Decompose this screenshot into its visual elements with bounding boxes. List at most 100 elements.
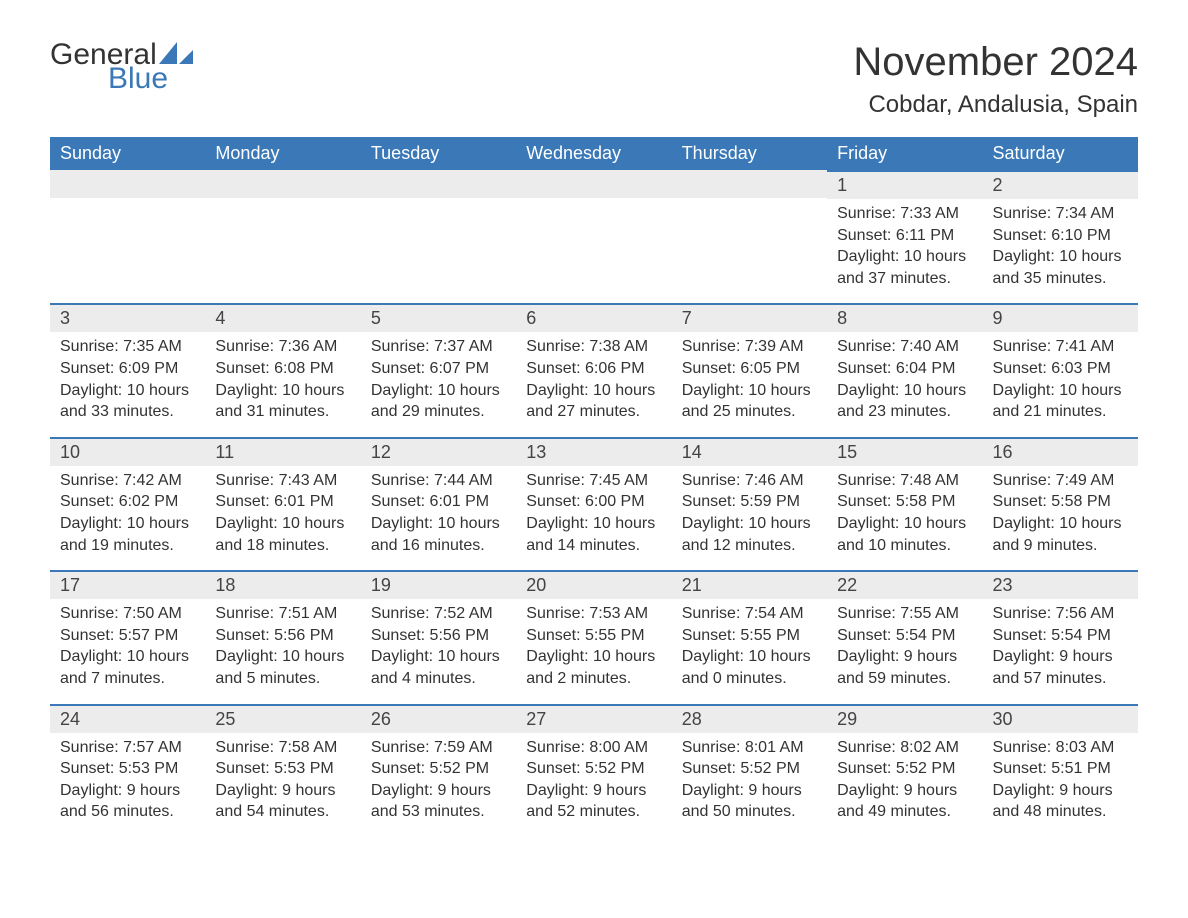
day-detail: Sunrise: 7:35 AMSunset: 6:09 PMDaylight:…	[50, 332, 205, 422]
detail-line: Daylight: 10 hours	[993, 513, 1128, 535]
detail-line: and 53 minutes.	[371, 801, 506, 823]
detail-line: and 25 minutes.	[682, 401, 817, 423]
detail-line: Daylight: 9 hours	[837, 646, 972, 668]
day-cell: 12Sunrise: 7:44 AMSunset: 6:01 PMDayligh…	[361, 437, 516, 570]
detail-line: Daylight: 10 hours	[682, 513, 817, 535]
detail-line: Sunrise: 7:46 AM	[682, 470, 817, 492]
empty-cell	[672, 170, 827, 303]
week-row: 1Sunrise: 7:33 AMSunset: 6:11 PMDaylight…	[50, 170, 1138, 303]
dayheader: Wednesday	[516, 137, 671, 170]
day-detail: Sunrise: 8:00 AMSunset: 5:52 PMDaylight:…	[516, 733, 671, 823]
detail-line: Daylight: 10 hours	[60, 646, 195, 668]
week-row: 24Sunrise: 7:57 AMSunset: 5:53 PMDayligh…	[50, 704, 1138, 837]
daynum: 12	[361, 437, 516, 466]
detail-line: Sunset: 6:05 PM	[682, 358, 817, 380]
daynum: 16	[983, 437, 1138, 466]
day-detail: Sunrise: 7:53 AMSunset: 5:55 PMDaylight:…	[516, 599, 671, 689]
detail-line: Sunset: 5:55 PM	[526, 625, 661, 647]
day-cell: 8Sunrise: 7:40 AMSunset: 6:04 PMDaylight…	[827, 303, 982, 436]
daynum: 4	[205, 303, 360, 332]
day-detail: Sunrise: 7:58 AMSunset: 5:53 PMDaylight:…	[205, 733, 360, 823]
detail-line: Sunset: 5:56 PM	[215, 625, 350, 647]
title-block: November 2024 Cobdar, Andalusia, Spain	[853, 40, 1138, 119]
day-cell: 18Sunrise: 7:51 AMSunset: 5:56 PMDayligh…	[205, 570, 360, 703]
daynum: 23	[983, 570, 1138, 599]
detail-line: Daylight: 10 hours	[682, 380, 817, 402]
detail-line: and 12 minutes.	[682, 535, 817, 557]
detail-line: and 49 minutes.	[837, 801, 972, 823]
detail-line: Sunset: 6:00 PM	[526, 491, 661, 513]
daynum: 14	[672, 437, 827, 466]
detail-line: Daylight: 10 hours	[215, 380, 350, 402]
dayheader: Saturday	[983, 137, 1138, 170]
detail-line: Sunset: 5:51 PM	[993, 758, 1128, 780]
day-detail: Sunrise: 8:02 AMSunset: 5:52 PMDaylight:…	[827, 733, 982, 823]
detail-line: and 14 minutes.	[526, 535, 661, 557]
week-row: 3Sunrise: 7:35 AMSunset: 6:09 PMDaylight…	[50, 303, 1138, 436]
daynum: 10	[50, 437, 205, 466]
day-detail: Sunrise: 7:44 AMSunset: 6:01 PMDaylight:…	[361, 466, 516, 556]
day-detail: Sunrise: 7:50 AMSunset: 5:57 PMDaylight:…	[50, 599, 205, 689]
day-cell: 28Sunrise: 8:01 AMSunset: 5:52 PMDayligh…	[672, 704, 827, 837]
detail-line: and 2 minutes.	[526, 668, 661, 690]
daynum: 20	[516, 570, 671, 599]
day-detail: Sunrise: 7:55 AMSunset: 5:54 PMDaylight:…	[827, 599, 982, 689]
daynum: 8	[827, 303, 982, 332]
detail-line: Sunset: 6:02 PM	[60, 491, 195, 513]
daynum: 22	[827, 570, 982, 599]
detail-line: Sunset: 6:03 PM	[993, 358, 1128, 380]
dayheader: Sunday	[50, 137, 205, 170]
daynum: 17	[50, 570, 205, 599]
detail-line: and 54 minutes.	[215, 801, 350, 823]
dayheader-row: SundayMondayTuesdayWednesdayThursdayFrid…	[50, 137, 1138, 170]
detail-line: Sunset: 6:04 PM	[837, 358, 972, 380]
daynum: 21	[672, 570, 827, 599]
detail-line: Sunrise: 8:01 AM	[682, 737, 817, 759]
detail-line: and 50 minutes.	[682, 801, 817, 823]
daynum: 5	[361, 303, 516, 332]
dayheader: Monday	[205, 137, 360, 170]
detail-line: and 31 minutes.	[215, 401, 350, 423]
daynum: 3	[50, 303, 205, 332]
detail-line: Sunrise: 7:57 AM	[60, 737, 195, 759]
detail-line: and 10 minutes.	[837, 535, 972, 557]
detail-line: Sunset: 5:52 PM	[526, 758, 661, 780]
day-cell: 27Sunrise: 8:00 AMSunset: 5:52 PMDayligh…	[516, 704, 671, 837]
detail-line: Sunrise: 8:02 AM	[837, 737, 972, 759]
detail-line: Sunset: 5:55 PM	[682, 625, 817, 647]
detail-line: Sunrise: 7:37 AM	[371, 336, 506, 358]
detail-line: Daylight: 10 hours	[993, 380, 1128, 402]
detail-line: Sunrise: 7:49 AM	[993, 470, 1128, 492]
day-detail: Sunrise: 7:37 AMSunset: 6:07 PMDaylight:…	[361, 332, 516, 422]
detail-line: Sunrise: 8:00 AM	[526, 737, 661, 759]
detail-line: and 29 minutes.	[371, 401, 506, 423]
detail-line: Daylight: 10 hours	[837, 513, 972, 535]
daynum: 29	[827, 704, 982, 733]
detail-line: Sunrise: 7:53 AM	[526, 603, 661, 625]
detail-line: Sunset: 6:01 PM	[215, 491, 350, 513]
detail-line: and 48 minutes.	[993, 801, 1128, 823]
header: General Blue November 2024 Cobdar, Andal…	[50, 40, 1138, 119]
empty-cell	[516, 170, 671, 303]
detail-line: and 0 minutes.	[682, 668, 817, 690]
detail-line: and 4 minutes.	[371, 668, 506, 690]
detail-line: Sunset: 6:09 PM	[60, 358, 195, 380]
detail-line: Sunset: 5:54 PM	[837, 625, 972, 647]
month-title: November 2024	[853, 40, 1138, 85]
detail-line: Daylight: 10 hours	[371, 513, 506, 535]
day-cell: 20Sunrise: 7:53 AMSunset: 5:55 PMDayligh…	[516, 570, 671, 703]
detail-line: Sunrise: 7:41 AM	[993, 336, 1128, 358]
daynum: 9	[983, 303, 1138, 332]
daynum: 13	[516, 437, 671, 466]
day-detail: Sunrise: 7:52 AMSunset: 5:56 PMDaylight:…	[361, 599, 516, 689]
empty-daynum-bar	[50, 170, 205, 198]
detail-line: Daylight: 10 hours	[60, 513, 195, 535]
detail-line: Sunrise: 7:50 AM	[60, 603, 195, 625]
detail-line: and 56 minutes.	[60, 801, 195, 823]
detail-line: Daylight: 10 hours	[60, 380, 195, 402]
detail-line: Sunrise: 7:40 AM	[837, 336, 972, 358]
day-detail: Sunrise: 7:56 AMSunset: 5:54 PMDaylight:…	[983, 599, 1138, 689]
empty-daynum-bar	[516, 170, 671, 198]
detail-line: Daylight: 10 hours	[371, 380, 506, 402]
detail-line: Sunset: 6:11 PM	[837, 225, 972, 247]
